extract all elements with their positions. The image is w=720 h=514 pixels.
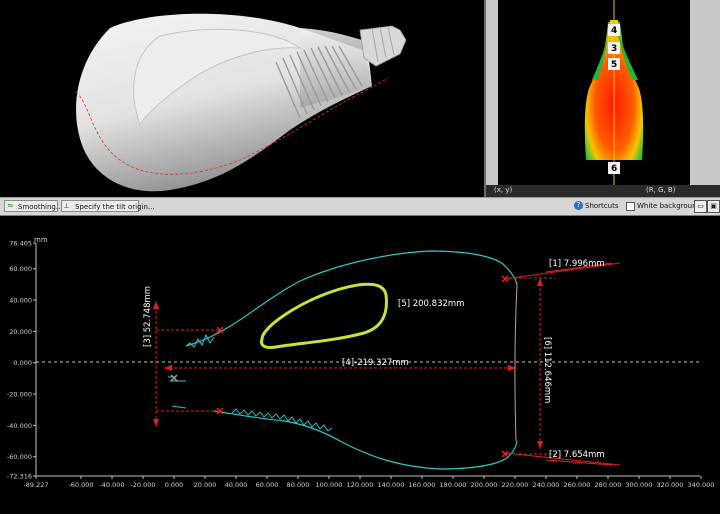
x-tick-label: 20.000	[194, 481, 217, 489]
heatmap-status-bar: (x, y) (R, G, B)	[486, 185, 720, 197]
x-tick-label: 280.000	[595, 481, 622, 489]
toolbar: ≈ Smoothing... ⟂ Specify the tilt origin…	[0, 197, 720, 216]
y-tick-label: 76.405	[9, 240, 32, 248]
heatmap-marker-6: 6	[611, 164, 617, 174]
minimize-panel-button[interactable]: ▭	[694, 200, 707, 213]
x-tick-label: 200.000	[471, 481, 498, 489]
xy-readout: (x, y)	[494, 186, 513, 194]
y-tick-label: -40.000	[7, 422, 32, 430]
x-tick-label: 120.000	[347, 481, 374, 489]
measurement-1-label[interactable]: [1] 7.996mm	[549, 259, 605, 269]
y-tick-label: 40.000	[9, 297, 32, 305]
heatmap-marker-4: 4	[611, 26, 617, 36]
profile-graph[interactable]: mm 76.405 60.000 40.000 20.000 0.000 -20.000-…	[0, 215, 720, 510]
tilt-origin-button[interactable]: ⟂ Specify the tilt origin...	[61, 200, 155, 212]
measurement-3-label[interactable]: [3] 52.748mm	[143, 286, 153, 347]
outer-profile-neck-stub	[168, 376, 187, 409]
x-tick-label: 220.000	[502, 481, 529, 489]
y-tick-label: 0.000	[13, 359, 32, 367]
bottle-3d-model	[75, 13, 407, 192]
heatmap-view: 4 3 5 6	[498, 0, 690, 185]
measurement-6-label[interactable]: [6] 112.646mm	[542, 337, 552, 403]
smoothing-button[interactable]: ≈ Smoothing...	[4, 200, 63, 212]
x-tick-label: 160.000	[409, 481, 436, 489]
y-tick-label: -20.000	[7, 391, 32, 399]
checkbox-icon	[626, 202, 635, 211]
measurement-5-label[interactable]: [5] 200.832mm	[398, 299, 464, 309]
x-tick-label: 60.000	[256, 481, 279, 489]
y-tick-label: -72.316	[7, 473, 32, 481]
outer-profile-bottom-ribs	[231, 408, 333, 432]
measurement-4-label[interactable]: [4]-219.327mm	[342, 358, 409, 368]
x-tick-label: -20.000	[130, 481, 155, 489]
y-tick-label: 60.000	[9, 265, 32, 273]
heatmap-marker-5: 5	[611, 60, 617, 70]
measurement-2-label[interactable]: [2] 7.654mm	[549, 450, 605, 460]
bottle-heatmap: 4 3 5 6	[584, 0, 644, 185]
x-tick-label: 100.000	[316, 481, 343, 489]
y-tick-label: -60.000	[7, 453, 32, 461]
dimension-lines	[155, 262, 621, 466]
maximize-panel-button[interactable]: ▣	[707, 200, 720, 213]
heatmap-marker-3: 3	[611, 44, 617, 54]
panel-divider[interactable]	[484, 0, 486, 197]
x-tick-label: 40.000	[225, 481, 248, 489]
outer-profile-bottom	[213, 410, 518, 470]
white-background-checkbox[interactable]: White background	[626, 200, 701, 212]
x-tick-label: 320.000	[657, 481, 684, 489]
x-tick-label: 240.000	[533, 481, 560, 489]
x-tick-label: 260.000	[564, 481, 591, 489]
tilt-origin-icon: ⟂	[64, 201, 70, 210]
section-loop	[260, 282, 388, 349]
dimension-arrowheads	[153, 278, 543, 449]
shortcuts-button[interactable]: ? Shortcuts	[574, 200, 618, 212]
measure-point-markers	[216, 275, 509, 458]
x-tick-label: 0.000	[165, 481, 184, 489]
x-tick-label: 80.000	[287, 481, 310, 489]
rgb-readout: (R, G, B)	[646, 186, 676, 194]
help-icon: ?	[574, 201, 583, 210]
x-tick-label: -60.000	[68, 481, 93, 489]
smoothing-icon: ≈	[7, 201, 14, 210]
x-tick-label: 140.000	[378, 481, 405, 489]
outer-profile-left-stub	[185, 333, 215, 348]
deviation-heatmap-panel[interactable]: 4 3 5 6	[486, 0, 720, 197]
outer-profile-top	[185, 250, 518, 347]
unit-label: mm	[34, 236, 48, 244]
x-tick-label: 300.000	[626, 481, 653, 489]
origin-marker	[170, 374, 178, 382]
profile-graph-svg[interactable]: mm 76.40560.00040.00020.0000.000-20.000-…	[0, 215, 720, 510]
outer-profile-right-edge	[514, 284, 518, 442]
x-tick-label: -40.000	[99, 481, 124, 489]
x-tick-label: 180.000	[440, 481, 467, 489]
x-tick-label: 340.000	[688, 481, 715, 489]
x-tick-label: -89.227	[23, 481, 48, 489]
y-tick-label: 20.000	[9, 328, 32, 336]
3d-view-panel[interactable]	[0, 0, 484, 197]
